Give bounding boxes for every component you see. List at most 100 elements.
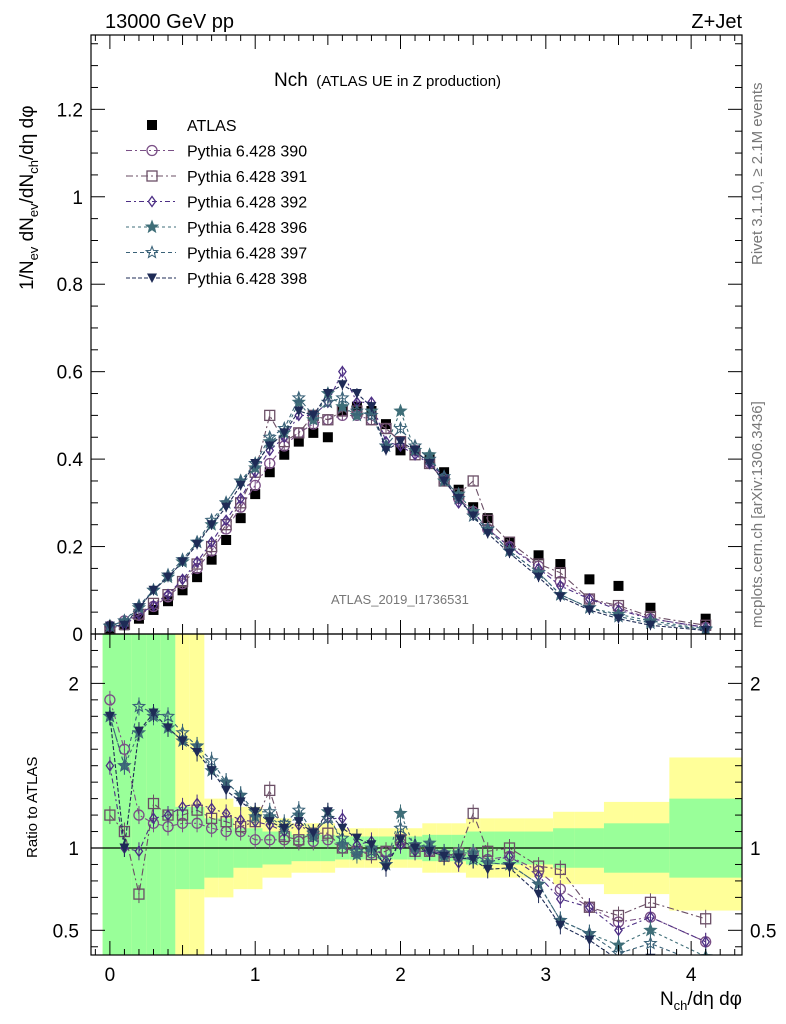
ratio-plot-series	[102, 690, 713, 965]
xtick-label: 1	[250, 965, 261, 986]
data-point	[221, 502, 232, 513]
data-point	[482, 528, 493, 539]
xtick-label: 0	[105, 965, 116, 986]
ratio-axes: 0 1 2 3 4 0.5 0.5 1 1 2 2	[53, 634, 776, 986]
ratio-ytick-label: 0.5	[53, 921, 79, 942]
ratio-point	[468, 855, 479, 865]
main-ytick-label: 1.2	[57, 100, 83, 121]
main-series-line	[109, 396, 706, 631]
plot-title-main: Nch	[274, 70, 308, 91]
ratio-band-inner-bin	[131, 634, 147, 955]
rivet-label: Rivet 3.1.10, ≥ 2.1M events	[749, 83, 766, 266]
data-point	[192, 555, 202, 568]
ratio-point	[454, 856, 464, 869]
mcplots-label: mcplots.cern.ch [arXiv:1306.3436]	[749, 401, 766, 628]
ratio-band-inner-bin	[669, 798, 742, 878]
main-series-line	[109, 370, 706, 628]
ratio-point	[192, 797, 202, 810]
data-point	[467, 475, 479, 487]
main-ytick-label: 1	[72, 188, 83, 209]
ratio-series-line	[109, 788, 706, 920]
data-point	[250, 458, 261, 469]
data-point	[250, 489, 261, 500]
ratio-plot-frame	[90, 633, 743, 956]
ratio-ytick-label-right: 0.5	[750, 921, 776, 942]
data-point	[555, 592, 566, 602]
ratio-point	[236, 813, 246, 827]
data-point	[264, 409, 276, 422]
legend: ATLAS Pythia 6.428 390 Pythia 6.428 391 Pyt…	[126, 118, 307, 288]
ratio-point	[335, 830, 350, 845]
data-point	[308, 410, 319, 421]
main-ytick-label: 0.6	[57, 363, 83, 384]
main-ytick-label: 0.4	[57, 450, 84, 471]
ratio-point	[453, 853, 464, 863]
legend-entry: Pythia 6.428 398	[126, 271, 307, 288]
data-point	[119, 620, 130, 631]
data-point	[322, 414, 334, 426]
ratio-point	[482, 864, 493, 875]
data-point	[380, 422, 392, 435]
data-point	[206, 554, 217, 565]
data-point	[554, 567, 567, 579]
data-point	[264, 457, 276, 470]
ratio-point	[178, 800, 187, 813]
ratio-point	[264, 834, 276, 846]
data-point	[192, 572, 203, 583]
ratio-point	[700, 913, 712, 925]
ratio-point	[250, 807, 261, 817]
legend-label: Pythia 6.428 392	[187, 195, 307, 212]
analysis-tag: ATLAS_2019_I1736531	[331, 592, 469, 607]
data-point	[335, 399, 350, 413]
ratio-point	[614, 924, 623, 937]
data-point	[236, 492, 246, 505]
ratio-point	[349, 843, 365, 858]
ratio-point	[585, 901, 594, 914]
data-point	[235, 513, 246, 524]
data-point	[149, 599, 158, 612]
xlabel: Nch/dη dφ	[660, 989, 742, 1013]
ratio-point	[612, 909, 625, 922]
legend-entry: ATLAS	[147, 118, 237, 135]
legend-entry: Pythia 6.428 392	[126, 195, 307, 212]
ratio-point	[613, 955, 623, 965]
ratio-point	[322, 827, 334, 839]
data-point	[700, 613, 711, 624]
data-point	[322, 389, 333, 399]
legend-marker	[147, 195, 157, 208]
ratio-ytick-label-right: 1	[750, 839, 761, 860]
data-point	[337, 380, 348, 390]
data-point	[177, 585, 188, 596]
data-point	[279, 428, 290, 438]
ratio-point	[207, 802, 217, 815]
legend-entry: Pythia 6.428 391	[126, 169, 307, 186]
ratio-series-line	[109, 712, 613, 955]
data-point	[504, 548, 515, 559]
ratio-point	[410, 843, 421, 853]
data-point	[264, 467, 275, 478]
ratio-series-5	[104, 704, 656, 965]
ratio-ytick-label-right: 2	[750, 674, 761, 695]
ratio-series-line	[109, 715, 704, 955]
xtick-label: 4	[686, 965, 697, 986]
xtick-label: 2	[395, 965, 406, 986]
ratio-point	[177, 736, 188, 746]
data-point	[555, 559, 566, 570]
ratio-point	[163, 723, 174, 733]
data-point	[453, 493, 464, 504]
data-point	[207, 536, 217, 549]
ratio-point	[192, 748, 203, 758]
ratio-point	[105, 759, 115, 772]
data-point	[177, 557, 188, 567]
main-ylabel: 1/Nev dNev/dNch/dη dφ	[17, 105, 41, 290]
ratio-ytick-label: 2	[68, 674, 79, 695]
legend-label: Pythia 6.428 396	[187, 220, 307, 237]
ratio-point	[555, 920, 566, 931]
ratio-point	[279, 823, 290, 834]
legend-entry: Pythia 6.428 390	[126, 144, 307, 161]
data-point	[349, 403, 365, 418]
ratio-point	[643, 922, 658, 937]
legend-marker	[146, 170, 158, 182]
legend-marker	[144, 244, 160, 259]
main-series-line	[109, 384, 706, 632]
